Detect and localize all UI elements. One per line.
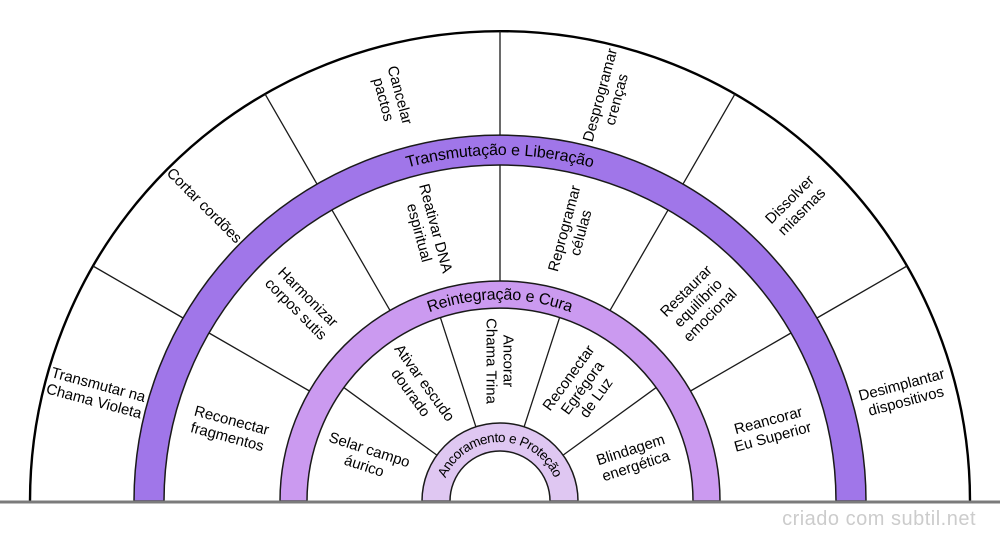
segment-divider <box>690 332 792 392</box>
segment-label: Reprogramarcélulas <box>545 183 601 277</box>
watermark-credit: criado com subtil.net <box>782 508 976 530</box>
segment-divider <box>682 93 736 185</box>
segment-divider <box>343 387 438 456</box>
segment-divider <box>92 265 184 319</box>
segment-label: Dissolvermiasmas <box>762 172 830 240</box>
segment-label: Blindagemenergética <box>594 431 672 485</box>
segment-divider <box>816 265 908 319</box>
segment-label: Transmutar naChama Violeta <box>44 364 148 422</box>
segment-label: Cancelarpactos <box>368 64 416 131</box>
segment-divider <box>331 209 391 311</box>
segment-divider <box>523 317 561 428</box>
segment-divider <box>439 317 477 428</box>
segment-label-line: Chama Trina <box>483 318 500 405</box>
segment-label: AncorarChama Trina <box>483 318 517 405</box>
segment-label: Harmonizarcorpos sutis <box>262 263 343 344</box>
segment-divider <box>264 93 318 185</box>
segment-label: Reconectarfragmentos <box>188 402 271 455</box>
segment-divider <box>609 209 669 311</box>
segment-label-line: Ancorar <box>500 335 517 388</box>
segment-label: ReancorarEu Superior <box>728 402 813 455</box>
segment-label-line: Cortar cordões <box>163 164 245 246</box>
segment-divider <box>208 332 310 392</box>
segment-divider <box>562 387 657 456</box>
segment-label: Desimplantardispositivos <box>857 365 951 421</box>
segment-label: Selar campoáurico <box>322 429 413 487</box>
ring-band <box>421 422 579 502</box>
segment-label: Desprogramarcrenças <box>579 47 637 148</box>
segment-label: Cortar cordões <box>163 164 245 246</box>
segment-label: Restaurarequilíbrioemocional <box>656 261 740 345</box>
ring-band <box>133 134 867 502</box>
segment-label: Reativar DNAespiritual <box>399 182 456 279</box>
